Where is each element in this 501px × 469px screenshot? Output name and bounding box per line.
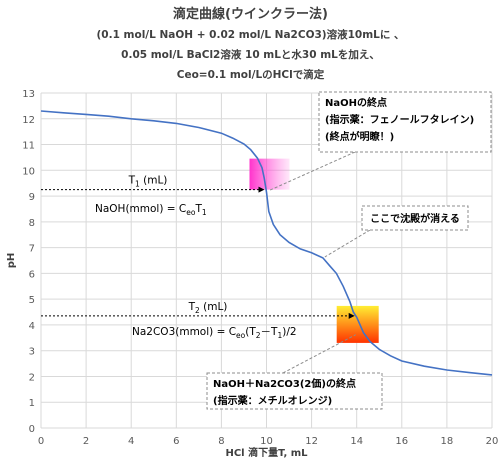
- label-t1: T1 (mL): [128, 175, 168, 189]
- callout-text: (指示薬：フェノールフタレイン): [325, 113, 474, 126]
- y-tick-label: 2: [29, 372, 35, 383]
- y-tick-label: 9: [29, 192, 35, 203]
- callout-text: (指示薬：メチルオレンジ): [213, 394, 332, 407]
- y-tick-label: 5: [29, 295, 35, 306]
- chart-subtitle-line-2: 0.05 mol/L BaCl2溶液 10 mLと水30 mLを加え、: [121, 49, 380, 61]
- x-tick-label: 20: [486, 436, 499, 447]
- x-tick-label: 6: [173, 436, 179, 447]
- y-tick-label: 4: [29, 321, 35, 332]
- endpoint-highlight-naoh: [249, 158, 290, 190]
- callout-text: NaOHの終点: [325, 96, 387, 109]
- y-tick-label: 0: [29, 424, 35, 435]
- y-axis-label: pH: [6, 253, 17, 269]
- x-tick-label: 10: [260, 436, 273, 447]
- y-tick-label: 7: [29, 244, 35, 255]
- callout-pointer: [282, 334, 356, 374]
- y-tick-label: 12: [22, 115, 35, 126]
- x-tick-label: 12: [305, 436, 318, 447]
- y-tick-label: 1: [29, 398, 35, 409]
- y-tick-label: 11: [22, 141, 35, 152]
- chart-subtitle-line-1: (0.1 mol/L NaOH + 0.02 mol/L Na2CO3)溶液10…: [96, 29, 405, 41]
- x-tick-label: 0: [38, 436, 44, 447]
- callout-na2co3-endpoint-box: [206, 372, 383, 410]
- equation-na2co3: Na2CO3(mmol) = Ceo(T2－T1)/2: [132, 326, 297, 340]
- y-tick-label: 8: [29, 218, 35, 229]
- callout-pointer: [269, 151, 356, 191]
- x-tick-label: 14: [350, 436, 363, 447]
- x-tick-label: 2: [83, 436, 89, 447]
- x-tick-label: 18: [441, 436, 454, 447]
- y-tick-label: 3: [29, 347, 35, 358]
- callout-text: ここで沈殿が消える: [370, 212, 460, 225]
- endpoint-highlight-na2co3: [336, 305, 379, 343]
- chart-subtitle-line-3: Ceo=0.1 mol/LのHClで滴定: [176, 69, 325, 81]
- callout-precipitate-box: [361, 205, 469, 231]
- x-axis-label: HCl 滴下量T, mL: [225, 446, 308, 459]
- ph-curve: [40, 110, 493, 376]
- chart-title: 滴定曲線(ウインクラー法): [173, 7, 328, 22]
- y-tick-label: 6: [29, 269, 35, 280]
- endpoint-arrowhead: [258, 186, 265, 193]
- x-tick-label: 16: [395, 436, 408, 447]
- callout-text: NaOH＋Na2CO3(2価)の終点: [213, 377, 356, 390]
- equation-naoh: NaOH(mmol) = CeoT1: [95, 203, 207, 217]
- x-tick-label: 8: [218, 436, 224, 447]
- y-tick-label: 13: [22, 89, 35, 100]
- callout-naoh-endpoint-box: [318, 91, 492, 153]
- y-tick-label: 10: [22, 166, 35, 177]
- x-tick-label: 4: [128, 436, 134, 447]
- endpoint-arrowhead: [348, 312, 355, 319]
- callout-pointer: [324, 229, 371, 258]
- label-t2: T2 (mL): [188, 301, 228, 315]
- callout-text: (終点が明瞭！): [325, 130, 394, 143]
